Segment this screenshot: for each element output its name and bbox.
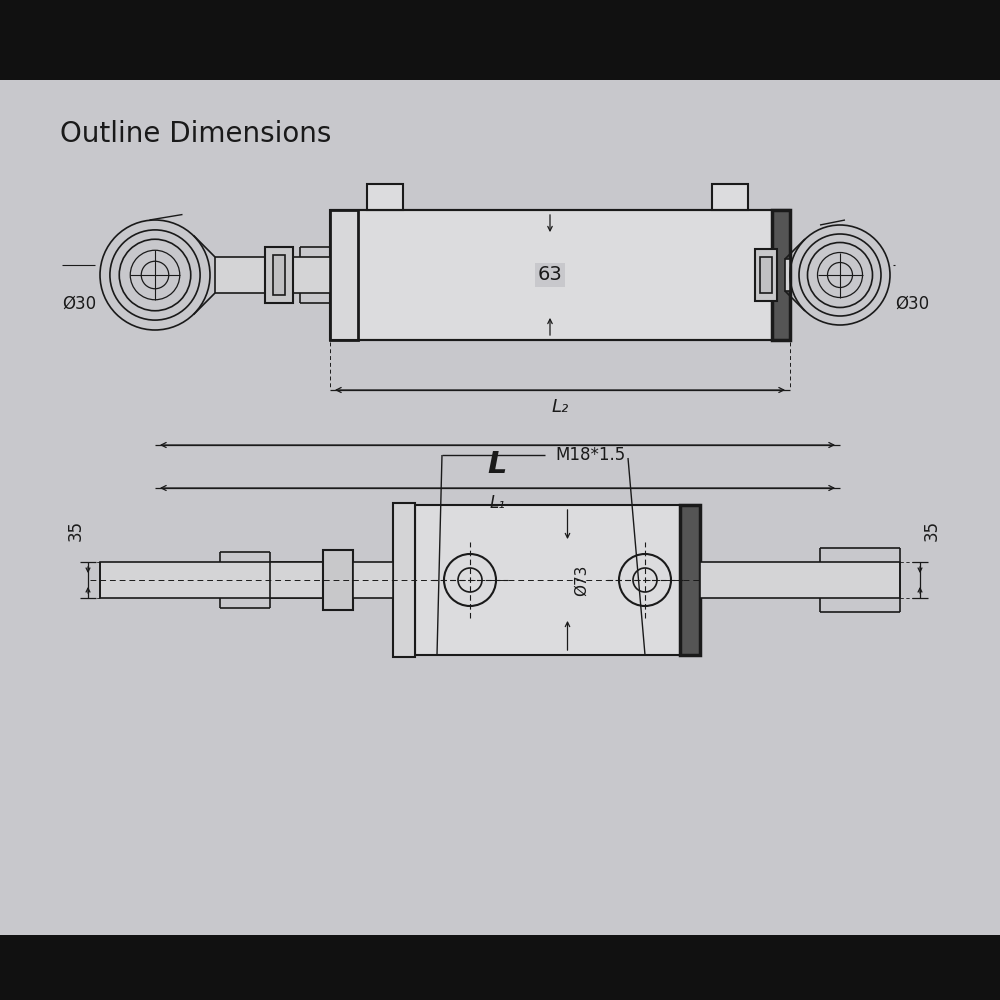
Text: 63: 63 — [538, 265, 562, 284]
Text: M18*1.5: M18*1.5 — [555, 446, 625, 464]
Text: 35: 35 — [67, 519, 85, 541]
Text: Ø30: Ø30 — [895, 295, 929, 313]
Bar — [712, 184, 748, 210]
Bar — [273, 255, 285, 295]
Text: L₂: L₂ — [551, 398, 569, 416]
Text: Ø73: Ø73 — [574, 564, 588, 596]
Bar — [700, 562, 900, 598]
Text: Ø30: Ø30 — [62, 295, 96, 313]
Text: 35: 35 — [923, 519, 941, 541]
Bar — [330, 210, 790, 340]
Bar — [330, 210, 358, 340]
Bar — [0, 935, 1000, 1000]
Bar — [0, 0, 1000, 80]
Bar — [367, 184, 403, 210]
Text: L₁: L₁ — [490, 494, 505, 512]
Bar — [100, 562, 323, 598]
Bar — [353, 562, 393, 598]
Bar — [680, 505, 700, 655]
Bar — [393, 503, 415, 657]
Bar — [785, 259, 790, 291]
Bar — [270, 562, 323, 598]
Bar — [772, 210, 790, 340]
Bar — [760, 257, 772, 293]
Text: Outline Dimensions: Outline Dimensions — [60, 120, 331, 148]
Bar — [265, 247, 293, 303]
Bar — [215, 257, 330, 293]
Text: L: L — [488, 450, 507, 479]
Bar — [755, 249, 777, 301]
Bar — [415, 505, 700, 655]
Bar — [323, 550, 353, 610]
